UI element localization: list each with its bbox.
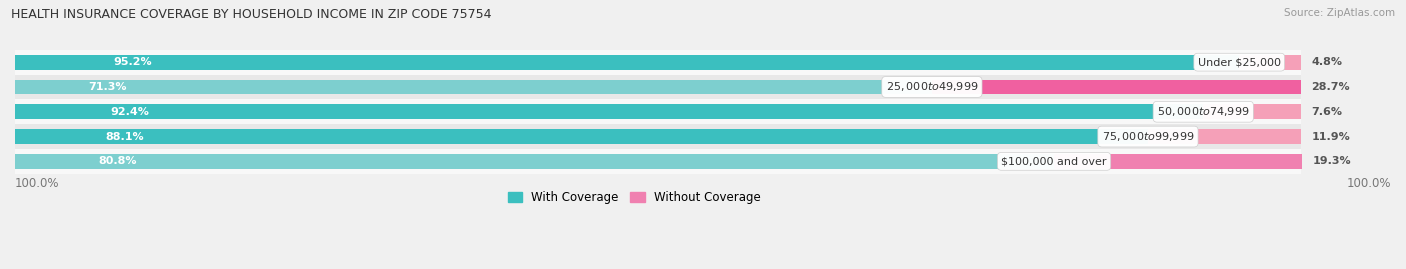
FancyBboxPatch shape: [15, 124, 1301, 149]
Text: 7.6%: 7.6%: [1312, 107, 1343, 117]
Text: 88.1%: 88.1%: [105, 132, 145, 141]
Bar: [1204, 104, 1301, 119]
Text: 71.3%: 71.3%: [89, 82, 127, 92]
Bar: [15, 154, 1054, 169]
Text: 100.0%: 100.0%: [1347, 178, 1391, 190]
Text: 80.8%: 80.8%: [98, 156, 136, 166]
Text: 92.4%: 92.4%: [110, 107, 149, 117]
FancyBboxPatch shape: [15, 50, 1301, 75]
Text: 4.8%: 4.8%: [1312, 57, 1343, 67]
Text: 11.9%: 11.9%: [1312, 132, 1350, 141]
FancyBboxPatch shape: [15, 99, 1301, 124]
Bar: [15, 104, 1204, 119]
Legend: With Coverage, Without Coverage: With Coverage, Without Coverage: [503, 187, 765, 209]
Text: Source: ZipAtlas.com: Source: ZipAtlas.com: [1284, 8, 1395, 18]
FancyBboxPatch shape: [15, 149, 1301, 174]
Text: 100.0%: 100.0%: [15, 178, 59, 190]
Text: 28.7%: 28.7%: [1312, 82, 1350, 92]
Bar: [15, 129, 1147, 144]
Text: $50,000 to $74,999: $50,000 to $74,999: [1157, 105, 1250, 118]
Bar: [1054, 154, 1302, 169]
Text: HEALTH INSURANCE COVERAGE BY HOUSEHOLD INCOME IN ZIP CODE 75754: HEALTH INSURANCE COVERAGE BY HOUSEHOLD I…: [11, 8, 492, 21]
Text: 19.3%: 19.3%: [1313, 156, 1351, 166]
Bar: [15, 55, 1239, 70]
Bar: [932, 80, 1301, 94]
Text: Under $25,000: Under $25,000: [1198, 57, 1281, 67]
Text: $25,000 to $49,999: $25,000 to $49,999: [886, 80, 979, 93]
FancyBboxPatch shape: [15, 75, 1301, 99]
Text: $75,000 to $99,999: $75,000 to $99,999: [1102, 130, 1194, 143]
Bar: [1239, 55, 1301, 70]
Text: $100,000 and over: $100,000 and over: [1001, 156, 1107, 166]
Bar: [1147, 129, 1301, 144]
Bar: [15, 80, 932, 94]
Text: 95.2%: 95.2%: [112, 57, 152, 67]
